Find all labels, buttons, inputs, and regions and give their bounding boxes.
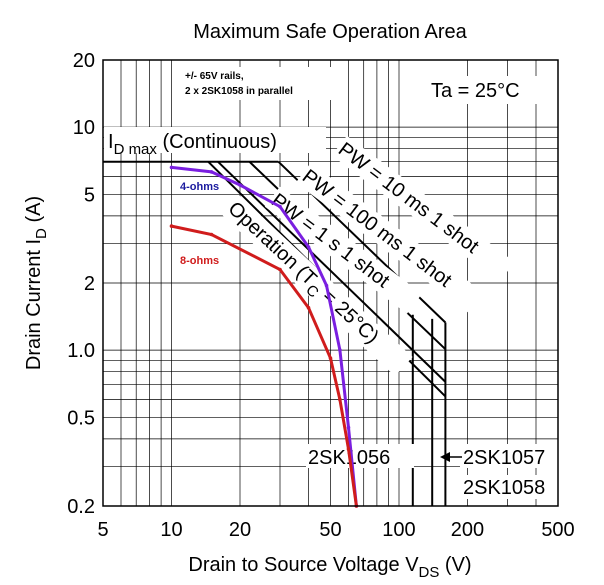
series-point-1 <box>209 232 214 237</box>
y-tick-label: 5 <box>84 184 95 206</box>
y-tick-label: 0.5 <box>67 407 95 429</box>
series-point-1 <box>278 267 282 272</box>
chart-title: Maximum Safe Operation Area <box>193 21 467 43</box>
note-line-1: +/- 65V rails, <box>185 71 244 82</box>
x-tick-label: 50 <box>319 519 341 541</box>
part-1057-label-bg <box>460 444 570 468</box>
series-8ohm-label: 8-ohms <box>180 255 219 267</box>
x-tick-label: 20 <box>229 519 251 541</box>
series-point-0 <box>346 425 351 430</box>
series-point-1 <box>346 447 351 451</box>
part-1058-label: 2SK1058 <box>463 477 545 499</box>
part-1057-label: 2SK1057 <box>463 447 545 469</box>
series-point-1 <box>338 397 342 402</box>
series-point-0 <box>278 204 282 209</box>
x-tick-label: 5 <box>97 519 108 541</box>
part-1056-label-bg <box>306 444 414 468</box>
x-tick-label: 100 <box>382 519 415 541</box>
series-point-0 <box>209 170 214 174</box>
y-tick-label: 2 <box>84 273 95 295</box>
ta-label: Ta = 25°C <box>431 80 520 102</box>
x-tick-label: 10 <box>160 519 182 541</box>
series-point-0 <box>324 283 329 288</box>
plot-frame <box>102 59 559 507</box>
boundary-pw1s <box>217 160 447 383</box>
note-line-2: 2 x 2SK1058 in parallel <box>185 86 293 97</box>
tick-labels: 5 10 20 50 100 200 500 0.2 0.5 1.0 2 5 10 20 <box>67 50 575 541</box>
y-tick-label: 1.0 <box>67 340 95 362</box>
pw-100ms-label-bg <box>295 162 489 317</box>
series-point-1 <box>169 224 174 228</box>
series-point-0 <box>306 245 311 249</box>
series-line-1 <box>171 224 358 507</box>
y-tick-label: 10 <box>73 117 95 139</box>
x-tick-label: 500 <box>541 519 574 541</box>
series-point-1 <box>328 356 333 361</box>
series-4ohm-label: 4-ohms <box>180 181 219 193</box>
series-point-1 <box>306 305 311 310</box>
ta-label-bg <box>428 76 554 104</box>
series-point-0 <box>338 348 342 352</box>
y-tick-label: 20 <box>73 50 95 72</box>
y-axis-label: Drain Current ID (A) <box>23 196 50 370</box>
dc-operation-label-bg <box>220 194 413 377</box>
y-tick-label: 0.2 <box>67 496 95 518</box>
x-axis-label: Drain to Source Voltage VDS (V) <box>188 554 471 581</box>
series-point-0 <box>169 165 174 170</box>
idmax-label-bg <box>104 127 326 153</box>
series-point-0 <box>238 183 242 187</box>
x-tick-label: 200 <box>451 519 484 541</box>
load-lines <box>169 165 359 508</box>
pw-10ms-label-bg <box>331 135 515 282</box>
part-1057-arrow <box>440 452 462 462</box>
part-1058-label-bg <box>460 475 570 499</box>
idmax-label: ID max (Continuous) <box>108 131 277 158</box>
pw-1s-label-bg <box>264 186 422 314</box>
note-bg <box>182 67 340 100</box>
